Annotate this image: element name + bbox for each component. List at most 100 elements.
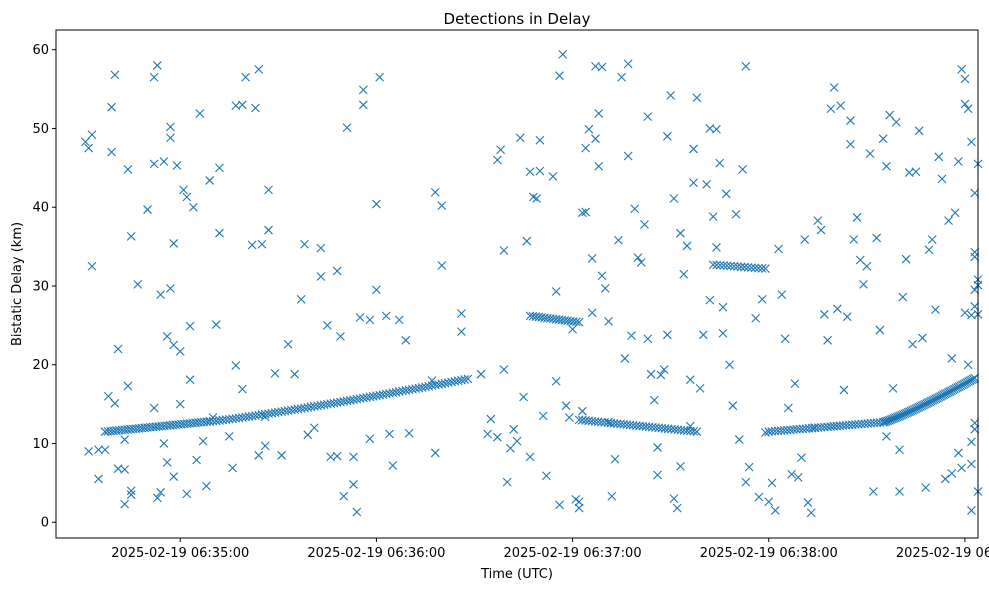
detection-point	[891, 117, 901, 127]
track-point	[900, 409, 910, 419]
detection-point	[525, 452, 535, 462]
detection-point	[627, 331, 636, 340]
detection-point	[581, 207, 591, 217]
detection-point	[663, 330, 672, 340]
detection-point	[401, 335, 411, 345]
track-point	[885, 415, 894, 425]
detection-point	[84, 446, 94, 456]
detection-point	[953, 448, 963, 458]
detection-point	[169, 239, 179, 248]
detection-point	[646, 369, 656, 379]
detection-point	[264, 225, 273, 235]
detection-point	[751, 313, 761, 323]
detection-point	[149, 403, 159, 413]
y-tick-label: 20	[32, 358, 49, 373]
detection-point	[882, 161, 891, 171]
detection-point	[457, 327, 466, 337]
detection-point	[872, 233, 882, 243]
track-point	[689, 426, 699, 436]
detection-point	[166, 133, 175, 143]
detection-point	[349, 480, 358, 489]
detection-point	[182, 192, 192, 202]
track-point	[715, 260, 725, 270]
detection-point	[483, 429, 492, 439]
detection-point	[967, 137, 976, 147]
detection-point	[548, 172, 558, 181]
detection-point	[188, 202, 198, 212]
detection-point	[813, 216, 823, 225]
detection-point	[643, 112, 653, 122]
track-point	[898, 410, 908, 419]
track-point	[736, 262, 746, 272]
detection-point	[689, 178, 698, 188]
y-tick-label: 50	[32, 122, 49, 137]
detection-point	[205, 176, 215, 185]
detection-point	[394, 315, 404, 325]
detection-point	[110, 70, 120, 80]
detection-point	[734, 435, 744, 444]
detection-point	[175, 346, 185, 356]
detection-point	[901, 254, 911, 264]
detection-point	[388, 461, 398, 470]
detection-point	[656, 370, 666, 380]
detection-point	[427, 376, 437, 385]
track-point	[460, 375, 470, 384]
detection-point	[774, 244, 783, 254]
detection-point	[960, 308, 970, 318]
track-point	[883, 416, 893, 426]
detection-point	[568, 324, 577, 334]
detection-point	[149, 72, 159, 82]
detection-point	[597, 62, 607, 72]
detection-point	[231, 361, 241, 370]
track-point	[886, 415, 896, 425]
detection-point	[640, 220, 649, 229]
detection-point	[300, 239, 309, 249]
detection-point	[296, 294, 306, 304]
detection-point	[120, 499, 130, 509]
detection-point	[381, 311, 391, 321]
detection-point	[372, 199, 381, 209]
detection-point	[339, 491, 349, 501]
detection-point	[846, 116, 855, 125]
detection-point	[934, 152, 944, 162]
track-point	[754, 263, 763, 273]
detection-point	[597, 271, 607, 281]
detection-point	[175, 399, 185, 409]
detection-point	[126, 490, 136, 500]
detection-point	[852, 213, 862, 222]
detection-point	[107, 102, 116, 112]
detection-point	[623, 59, 633, 69]
detection-point	[542, 471, 551, 481]
detection-point	[960, 74, 970, 84]
track-point	[902, 408, 911, 418]
detection-point	[538, 411, 548, 421]
x-axis-title: Time (UTC)	[480, 567, 553, 582]
detection-point	[698, 330, 708, 340]
detection-point	[810, 423, 819, 433]
detection-point	[882, 432, 891, 441]
detection-point	[787, 469, 797, 479]
detection-point	[437, 201, 447, 211]
detection-point	[152, 493, 162, 503]
detection-point	[761, 428, 770, 437]
detection-point	[777, 290, 787, 300]
detection-point	[224, 432, 234, 441]
detection-point	[110, 398, 120, 408]
detection-point	[316, 243, 326, 253]
detection-point	[833, 304, 842, 314]
track-point	[970, 373, 980, 383]
track-point	[463, 374, 473, 384]
detection-point	[970, 188, 980, 198]
track-point	[897, 410, 907, 420]
detection-point	[120, 435, 130, 444]
detection-point	[87, 130, 97, 140]
detection-point	[476, 369, 486, 379]
track-point	[881, 416, 891, 426]
detection-point	[574, 503, 584, 513]
detection-point	[257, 239, 267, 249]
detection-point	[953, 157, 963, 166]
detection-point	[499, 246, 509, 255]
detection-point	[94, 445, 103, 455]
detection-point	[721, 189, 731, 199]
